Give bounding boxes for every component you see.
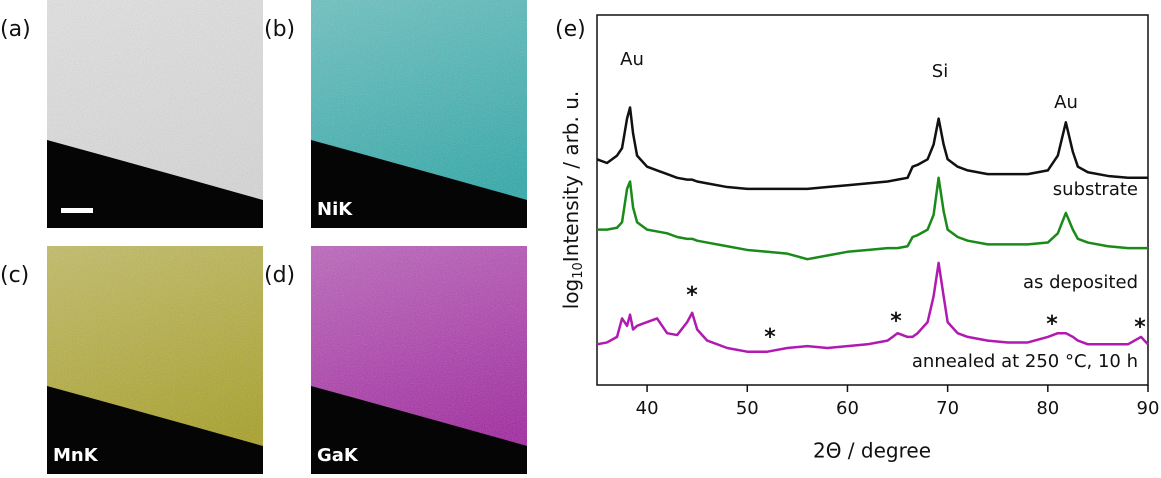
element-label: NiK xyxy=(317,199,353,220)
peak-annotation: Au xyxy=(1054,92,1078,113)
x-tick-label: 70 xyxy=(936,398,959,419)
vacuum-region xyxy=(47,140,263,228)
x-axis-label: 2Θ / degree xyxy=(813,439,931,463)
y-axis-label: log10Intensity / arb. u. xyxy=(559,91,586,309)
series-line xyxy=(596,261,1149,353)
panel-label: (c) xyxy=(0,263,29,288)
panel-label: (a) xyxy=(0,17,31,42)
series-label: as deposited xyxy=(1023,272,1138,293)
element-label: GaK xyxy=(317,445,359,466)
element-label: MnK xyxy=(53,445,99,466)
y-label-part: log xyxy=(559,279,583,310)
peak-annotation: * xyxy=(1046,312,1058,337)
vacuum-region xyxy=(47,386,263,474)
x-tick-label: 60 xyxy=(836,398,859,419)
y-label-part: Intensity / arb. u. xyxy=(559,91,583,262)
series-label: substrate xyxy=(1053,179,1138,200)
x-tick-label: 80 xyxy=(1036,398,1059,419)
panel-label: (e) xyxy=(555,17,586,42)
peak-annotation: * xyxy=(764,325,776,350)
y-label-sub: 10 xyxy=(571,262,586,279)
plot-frame xyxy=(596,14,1149,386)
peak-annotation: Au xyxy=(620,49,644,70)
peak-annotation: Si xyxy=(932,61,948,82)
vacuum-region xyxy=(311,386,527,474)
series-line xyxy=(597,176,1148,261)
x-tick-label: 40 xyxy=(636,398,659,419)
vacuum-region xyxy=(311,140,527,228)
peak-annotation: * xyxy=(890,309,902,334)
panel-label: (d) xyxy=(264,263,295,288)
scale-bar xyxy=(61,208,93,213)
x-tick-label: 90 xyxy=(1137,398,1160,419)
x-tick-label: 50 xyxy=(736,398,759,419)
peak-annotation: * xyxy=(686,283,698,308)
series-line xyxy=(596,106,1148,191)
series-label: annealed at 250 °C, 10 h xyxy=(912,351,1138,372)
panel-label: (b) xyxy=(264,17,295,42)
peak-annotation: * xyxy=(1134,315,1146,340)
